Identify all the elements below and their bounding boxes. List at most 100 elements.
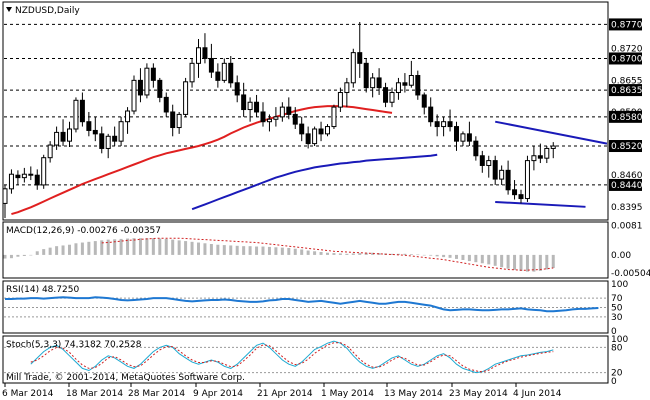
candle (208, 43, 214, 78)
candle (196, 39, 201, 78)
macd-bar (119, 238, 123, 255)
macd-bar (313, 251, 317, 255)
macd-bar (255, 246, 259, 255)
channel-trendlines[interactable] (495, 120, 608, 208)
candle-body (241, 94, 247, 111)
macd-bar (274, 247, 278, 255)
candle (266, 114, 272, 132)
candle (118, 116, 124, 147)
candle-body (492, 160, 498, 180)
candle (79, 92, 85, 127)
candle-body (99, 133, 105, 149)
rsi-label: RSI(14) 48.7250 (6, 285, 79, 295)
date-label: 23 May 2014 (449, 389, 508, 399)
candle (202, 33, 208, 64)
macd-pane-frame[interactable] (2, 221, 609, 279)
date-axis: 6 Mar 2014 18 Mar 2014 28 Mar 2014 9 Apr 20… (2, 383, 562, 399)
rsi-tick-label: 100 (611, 280, 628, 290)
macd-bar (519, 254, 523, 271)
macd-bar (435, 254, 439, 257)
macd-bar (42, 249, 46, 255)
candle (47, 141, 53, 163)
candle (67, 121, 72, 147)
candle (92, 116, 98, 142)
candle (279, 102, 285, 122)
candle-body (60, 131, 66, 142)
macd-bar (35, 251, 39, 255)
candle (292, 107, 298, 129)
candle (447, 109, 453, 132)
candle-body (331, 106, 337, 128)
candle (499, 165, 505, 185)
candle (312, 126, 318, 147)
candle-body (34, 174, 40, 186)
support-resistance-lines (4, 23, 607, 186)
macd-bar (106, 239, 110, 255)
candle-body (344, 82, 350, 94)
candle (260, 102, 266, 127)
candle-body (395, 82, 401, 94)
candle-body (176, 113, 182, 129)
candle-body (273, 116, 279, 120)
candle (318, 121, 324, 142)
candle-body (408, 74, 414, 86)
candle-body (505, 169, 511, 191)
macd-bar (474, 254, 478, 263)
window-title: NZDUSD,Daily (15, 6, 80, 16)
macd-bar (422, 254, 426, 256)
macd-bar (209, 244, 213, 255)
macd-bar (455, 254, 458, 259)
candle-body (325, 126, 330, 135)
candle-body (125, 110, 131, 123)
rsi-line (5, 296, 599, 313)
candle-body (28, 173, 34, 176)
price-box-label: 0.8700 (611, 54, 643, 64)
candle-body (473, 140, 479, 157)
macd-bar (513, 254, 517, 270)
macd-bar (532, 254, 536, 272)
stoch-tick-label: 100 (611, 335, 628, 345)
candle (376, 68, 382, 95)
candle-body (305, 133, 311, 145)
candle (254, 94, 260, 117)
candle (157, 77, 163, 103)
macd-bar (145, 238, 149, 255)
copyright-watermark: Mill Trade, © 2001-2014, MetaQuotes Soft… (6, 373, 245, 383)
candle (247, 97, 253, 122)
candle (241, 82, 247, 117)
price-tick-label: 0.8460 (611, 171, 643, 181)
candle-body (266, 118, 272, 123)
macd-bar (429, 254, 433, 256)
price-box-label: 0.8635 (611, 86, 643, 96)
candle-body (550, 145, 556, 149)
macd-bar (345, 253, 349, 255)
macd-bar (461, 254, 465, 260)
macd-bar (332, 253, 336, 255)
candle-body (131, 79, 137, 112)
candle (299, 116, 305, 142)
macd-bar (184, 241, 188, 255)
candle (286, 97, 292, 120)
stoch-label: Stoch(5,3,3) 74.3182 70.2528 (6, 340, 142, 350)
macd-bar (396, 253, 400, 255)
candle (486, 155, 492, 178)
candle (183, 77, 189, 117)
rsi-tick-label: 70 (611, 294, 623, 304)
macd-bar (80, 242, 84, 255)
candle-body (163, 96, 169, 113)
macd-bar (545, 254, 549, 270)
macd-bar (55, 246, 59, 255)
candle-body (544, 147, 550, 159)
candle (544, 146, 550, 164)
candle-body (370, 77, 376, 89)
macd-bar (364, 252, 368, 255)
triangle-down-icon[interactable] (6, 7, 12, 12)
candle (512, 180, 518, 200)
candle-body (234, 82, 240, 96)
stoch-pane-frame[interactable] (2, 335, 609, 384)
candle (137, 68, 143, 103)
rsi-pane-frame[interactable] (2, 280, 609, 334)
candle-body (2, 188, 8, 204)
main-pane-frame[interactable] (2, 1, 609, 221)
